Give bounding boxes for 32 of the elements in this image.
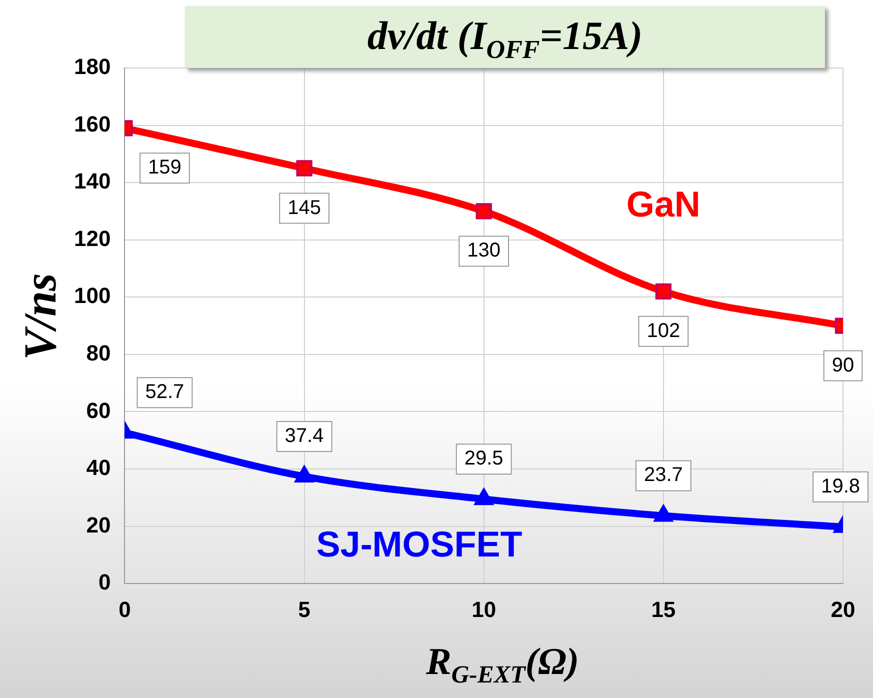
y-tick-label: 20 bbox=[86, 512, 111, 538]
x-tick-label: 0 bbox=[118, 596, 131, 622]
x-tick-label: 5 bbox=[298, 596, 310, 622]
y-tick-label: 140 bbox=[74, 168, 111, 194]
data-label: 102 bbox=[646, 320, 680, 342]
y-tick-label: 180 bbox=[74, 54, 111, 80]
data-label: 90 bbox=[832, 354, 854, 376]
data-label: 130 bbox=[467, 240, 501, 262]
y-tick-label: 120 bbox=[74, 226, 111, 251]
x-axis-title: R$_{G-EXT}$(Ω) bbox=[424, 640, 580, 690]
chart-title: dv/dt (I$_{OFF}$=15A) bbox=[185, 6, 825, 68]
x-tick-label: 10 bbox=[472, 596, 496, 622]
x-tick-label: 20 bbox=[830, 596, 856, 622]
y-tick-label: 100 bbox=[74, 283, 111, 308]
data-label: 159 bbox=[148, 156, 182, 179]
y-tick-label: 0 bbox=[98, 570, 111, 595]
data-label: 29.5 bbox=[464, 448, 504, 470]
y-tick-label: 40 bbox=[86, 455, 111, 480]
y-tick-label: 80 bbox=[86, 340, 111, 366]
series-label: SJ-MOSFET bbox=[316, 523, 522, 564]
x-tick-label: 15 bbox=[651, 596, 676, 622]
series-label: GaN bbox=[626, 183, 700, 224]
y-tick-label: 160 bbox=[74, 111, 111, 136]
point bbox=[474, 488, 494, 506]
point bbox=[476, 203, 492, 220]
data-label: 37.4 bbox=[284, 424, 324, 447]
y-axis-title: V/ns bbox=[14, 272, 66, 362]
y-tick-label: 60 bbox=[86, 398, 111, 423]
data-label: 145 bbox=[288, 196, 321, 219]
data-label: 19.8 bbox=[821, 475, 860, 498]
data-label: 23.7 bbox=[644, 464, 683, 486]
data-label: 52.7 bbox=[145, 381, 184, 404]
